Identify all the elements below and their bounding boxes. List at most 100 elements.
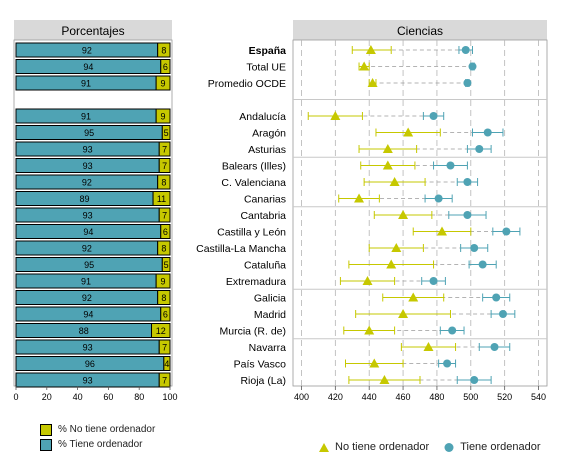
bar-no-label: 6 bbox=[163, 310, 168, 320]
row-label: España bbox=[249, 45, 287, 57]
legend-label-no: % No tiene ordenador bbox=[58, 424, 156, 435]
bar-no-label: 12 bbox=[156, 326, 166, 336]
bar-no-label: 7 bbox=[162, 145, 167, 155]
left-panel-title: Porcentajes bbox=[61, 24, 124, 38]
bar-no bbox=[158, 141, 171, 157]
bar-no bbox=[160, 59, 171, 74]
bar-no bbox=[157, 42, 171, 58]
bar-no-label: 8 bbox=[161, 293, 166, 303]
point-yes-circle bbox=[470, 376, 479, 384]
row-labels: España Total UE Promedio OCDE Andalucía Arag… bbox=[196, 45, 286, 387]
point-yes-circle bbox=[502, 227, 511, 236]
bar-yes-label: 96 bbox=[85, 359, 95, 369]
legend-swatch-no bbox=[40, 423, 52, 436]
bar-no-label: 9 bbox=[161, 277, 166, 287]
bar-yes-label: 93 bbox=[83, 145, 93, 155]
point-no-triangle bbox=[398, 309, 409, 318]
row-label: Madrid bbox=[254, 309, 286, 321]
point-no-triangle bbox=[408, 292, 419, 302]
bar-yes-label: 94 bbox=[83, 227, 93, 237]
bar-no bbox=[158, 207, 171, 223]
row-label: Total UE bbox=[246, 62, 286, 74]
point-yes-circle bbox=[463, 178, 472, 186]
legend-item-triangle: No tiene ordenador bbox=[318, 441, 429, 453]
bar-no-label: 9 bbox=[161, 79, 166, 89]
point-no-triangle bbox=[367, 78, 378, 87]
row-label: Asturias bbox=[248, 144, 286, 156]
bar-yes-label: 93 bbox=[83, 376, 93, 386]
legend-item-yes: % Tiene ordenador bbox=[40, 437, 155, 452]
legend-swatch-yes bbox=[40, 438, 52, 451]
bar-no bbox=[151, 323, 171, 338]
row-label: Cantabria bbox=[240, 210, 286, 222]
bar-yes-label: 91 bbox=[81, 277, 91, 287]
row-label: Murcia (R. de) bbox=[219, 326, 286, 338]
bar-yes-label: 92 bbox=[82, 244, 92, 254]
bar-no-label: 8 bbox=[161, 178, 166, 188]
legend-label-circle: Tiene ordenador bbox=[460, 441, 541, 453]
bar-no-label: 4 bbox=[164, 359, 169, 369]
right-legend: No tiene ordenador Tiene ordenador bbox=[318, 441, 555, 453]
left-tick-label: 20 bbox=[42, 392, 52, 402]
right-x-axis: 400 420 440 460 480 500 520 540 bbox=[294, 386, 546, 402]
bar-no-label: 7 bbox=[162, 376, 167, 386]
bar-no bbox=[161, 125, 171, 140]
point-no-triangle bbox=[369, 358, 380, 368]
row-label: País Vasco bbox=[234, 359, 286, 371]
point-no-triangle bbox=[391, 243, 402, 252]
left-x-axis: 0 20 40 60 80 100 bbox=[13, 386, 178, 402]
legend-label-yes: % Tiene ordenador bbox=[58, 439, 143, 450]
point-yes-circle bbox=[434, 194, 443, 203]
right-tick-label: 480 bbox=[429, 392, 444, 402]
bar-no bbox=[161, 257, 171, 272]
point-yes-circle bbox=[461, 46, 470, 54]
right-group-separators bbox=[293, 99, 547, 340]
bar-no bbox=[157, 174, 171, 190]
point-no-triangle bbox=[364, 325, 375, 335]
bar-yes-label: 89 bbox=[80, 194, 90, 204]
row-label: C. Valenciana bbox=[221, 177, 286, 189]
bar-yes-label: 91 bbox=[81, 112, 91, 122]
right-tick-label: 400 bbox=[294, 392, 309, 402]
right-tick-label: 500 bbox=[463, 392, 478, 402]
point-yes-circle bbox=[448, 326, 457, 335]
point-no-triangle bbox=[330, 111, 341, 120]
triangle-icon bbox=[319, 442, 329, 452]
point-no-triangle bbox=[403, 127, 414, 137]
row-label: Rioja (La) bbox=[240, 375, 286, 387]
left-tick-label: 80 bbox=[134, 392, 144, 402]
bar-yes-label: 93 bbox=[83, 211, 93, 221]
bar-no-label: 6 bbox=[163, 62, 168, 72]
row-label: Aragón bbox=[252, 128, 286, 140]
legend-label-triangle: No tiene ordenador bbox=[335, 441, 430, 453]
bar-yes-label: 94 bbox=[83, 62, 93, 72]
point-no-triangle bbox=[437, 226, 448, 236]
bar-yes-label: 91 bbox=[81, 79, 91, 89]
bar-no bbox=[158, 158, 171, 173]
point-no-triangle bbox=[398, 210, 409, 219]
bar-no-label: 7 bbox=[162, 343, 167, 353]
point-yes-circle bbox=[490, 343, 499, 351]
right-plot-area bbox=[292, 39, 548, 387]
point-no-triangle bbox=[423, 342, 434, 351]
row-label: Castilla-La Mancha bbox=[196, 243, 286, 255]
point-yes-circle bbox=[498, 310, 507, 318]
left-strip bbox=[14, 20, 172, 40]
right-tick-label: 460 bbox=[396, 392, 411, 402]
circle-icon bbox=[444, 442, 454, 452]
point-no-triangle bbox=[382, 144, 393, 153]
right-tick-label: 440 bbox=[362, 392, 377, 402]
row-label: Cataluña bbox=[244, 260, 286, 272]
bar-no-label: 7 bbox=[162, 161, 167, 171]
bar-no-label: 11 bbox=[157, 194, 166, 204]
point-no-triangle bbox=[362, 276, 373, 285]
point-yes-circle bbox=[429, 112, 438, 120]
bar-no-label: 8 bbox=[161, 46, 166, 56]
bar-no bbox=[152, 191, 171, 206]
row-label: Galicia bbox=[254, 293, 286, 305]
bar-yes-label: 93 bbox=[83, 161, 93, 171]
point-yes-circle bbox=[492, 293, 501, 302]
point-yes-circle bbox=[446, 161, 455, 170]
